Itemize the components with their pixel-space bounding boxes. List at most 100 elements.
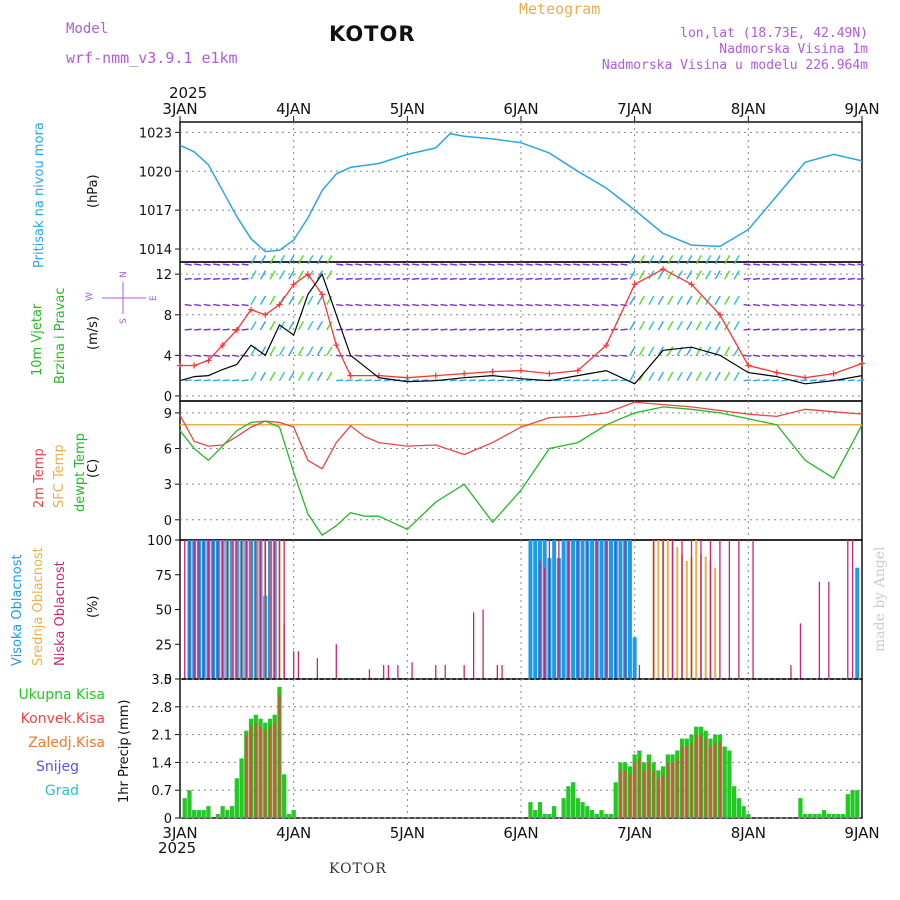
wind-arrow xyxy=(733,255,740,265)
precip-conv-bar xyxy=(695,734,698,818)
wind-arrow xyxy=(781,263,789,266)
cloud-low-ylabel: Niska Oblacnost xyxy=(53,561,68,666)
wind-gust-marker xyxy=(432,372,439,379)
compass-west: W xyxy=(85,292,95,301)
wind-arrow xyxy=(269,346,276,356)
wind-arrow xyxy=(297,295,305,305)
wind-arrow xyxy=(468,303,476,307)
wind-arrow xyxy=(572,263,581,266)
wind-arrow xyxy=(838,379,846,382)
wind-ytick-label: 0 xyxy=(164,390,172,405)
precip-legend-item: Ukupna Kisa xyxy=(18,687,105,703)
precip-ytick-label: 1.4 xyxy=(151,756,172,771)
wind-gust-marker xyxy=(290,281,297,288)
wind-arrow xyxy=(307,371,314,382)
wind-arrow xyxy=(402,379,410,382)
precip-conv-bar xyxy=(657,778,660,818)
wind-arrow xyxy=(752,379,761,382)
wind-gust-marker xyxy=(830,370,837,377)
wind-arrow xyxy=(638,270,646,280)
wind-arrow xyxy=(383,263,391,266)
wind-arrow xyxy=(449,303,457,307)
precip-total-bar xyxy=(566,786,571,818)
wind-arrow xyxy=(828,303,836,307)
wind-arrow xyxy=(487,354,495,358)
wind-arrow xyxy=(241,263,249,266)
wind-arrow xyxy=(525,277,533,280)
wind-arrow xyxy=(743,263,751,266)
wind-arrow xyxy=(411,328,420,331)
wind-arrow xyxy=(591,354,600,358)
wind-arrow xyxy=(563,263,571,266)
wind-arrow xyxy=(790,263,798,266)
wind-arrow xyxy=(374,277,382,280)
wind-arrow xyxy=(326,295,333,305)
wind-arrow xyxy=(402,303,410,307)
wind-arrow xyxy=(355,263,363,266)
wind-arrow xyxy=(383,303,391,307)
wind-arrow xyxy=(771,277,780,280)
precip-conv-bar xyxy=(638,758,641,818)
wind-arrow xyxy=(563,379,571,382)
wind-arrow xyxy=(374,328,382,331)
wind-arrow xyxy=(847,354,855,358)
wind-arrow xyxy=(326,371,333,382)
wind-arrow xyxy=(222,379,230,382)
precip-total-bar xyxy=(604,814,609,818)
wind-arrow xyxy=(516,379,524,382)
wind-arrow xyxy=(733,295,740,305)
wind-arrow xyxy=(222,354,230,358)
wind-arrow xyxy=(250,320,257,331)
wind-arrow xyxy=(326,255,333,265)
wind-gust-marker xyxy=(347,372,354,379)
wind-arrow xyxy=(393,328,401,331)
wind-arrow xyxy=(591,328,600,331)
precip-total-bar xyxy=(803,814,808,818)
precip-total-bar xyxy=(826,814,831,818)
wind-arrow xyxy=(402,263,410,266)
wind-arrow xyxy=(771,379,780,382)
wind-arrow xyxy=(800,354,808,358)
wind-arrow xyxy=(421,303,429,307)
precip-conv-bar xyxy=(666,762,669,818)
wind-arrow xyxy=(355,328,363,331)
wind-arrow xyxy=(667,255,674,265)
precip-total-bar xyxy=(821,810,827,818)
wind-arrow xyxy=(440,354,448,358)
wind-arrow xyxy=(762,328,770,331)
wind-arrow xyxy=(724,255,731,265)
wind-arrow xyxy=(752,263,761,266)
wind-gust-marker xyxy=(304,271,311,278)
precip-conv-bar xyxy=(690,742,693,818)
wind-arrow xyxy=(809,328,817,331)
wind-arrow xyxy=(278,346,286,356)
wind-arrow xyxy=(535,303,543,307)
wind-arrow xyxy=(544,303,552,307)
precip-total-bar xyxy=(225,810,230,818)
wind-speed-line xyxy=(179,272,863,385)
wind-gust-marker xyxy=(518,367,524,374)
wind-arrow xyxy=(459,328,467,331)
wind-arrow xyxy=(676,371,683,382)
wind-arrow xyxy=(278,320,286,331)
wind-arrow xyxy=(478,354,486,358)
wind-arrow xyxy=(591,379,600,382)
wind-arrow xyxy=(497,303,505,307)
wind-arrow xyxy=(828,354,836,358)
wind-ytick-label: 12 xyxy=(155,268,172,283)
wind-arrow xyxy=(781,328,789,331)
wind-arrow xyxy=(724,295,731,305)
wind-arrow xyxy=(771,328,780,331)
wind-arrow xyxy=(695,270,702,280)
wind-arrow xyxy=(411,277,420,280)
wind-arrow xyxy=(478,379,486,382)
wind-arrow xyxy=(269,371,276,382)
wind-arrow xyxy=(336,379,344,382)
wind-arrow xyxy=(259,255,267,265)
wind-arrow xyxy=(297,320,305,331)
wind-arrow xyxy=(563,277,571,280)
wind-arrow xyxy=(620,277,628,280)
wind-arrow xyxy=(364,277,372,280)
precip-conv-bar xyxy=(624,770,627,818)
